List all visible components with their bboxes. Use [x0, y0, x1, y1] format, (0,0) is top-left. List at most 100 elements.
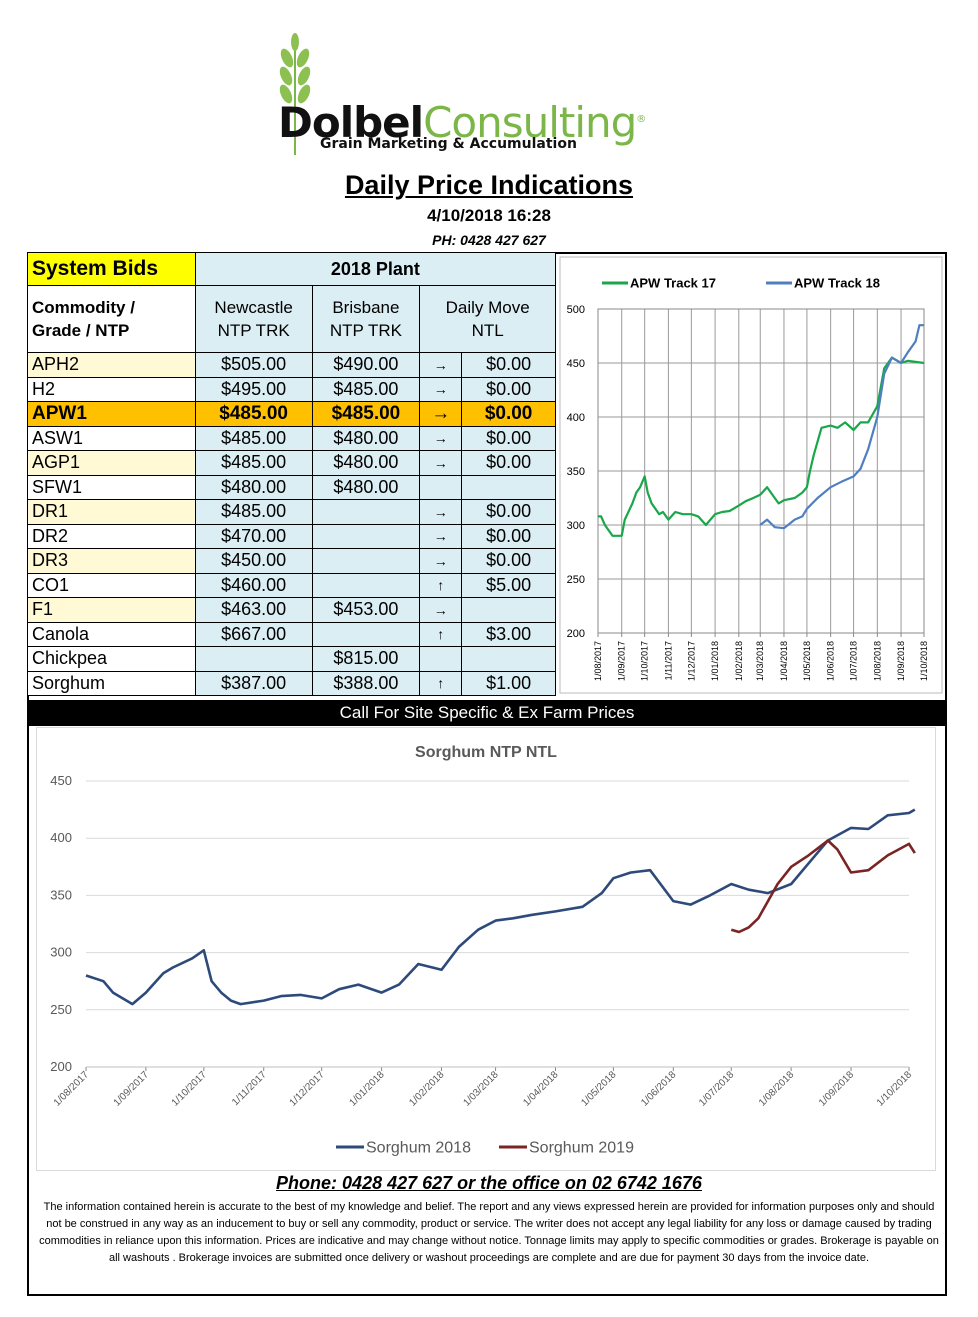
apw-chart-border [559, 256, 943, 694]
apw-track-chart: APW Track 17 APW Track 18 200 250 300 350 400… [559, 256, 943, 694]
footer-phone: Phone: 0428 427 627 or the office on 02 … [276, 1173, 702, 1193]
y-tick-label: 350 [567, 466, 585, 478]
y-tick-label: 500 [567, 304, 585, 316]
x-tick-label: 1/02/2018 [734, 641, 744, 681]
table-row: DR3 $450.00 → $0.00 [27, 548, 556, 574]
move-arrow-cell: → [419, 376, 463, 402]
move-arrow-cell: → [419, 450, 463, 476]
y-tick-label: 250 [50, 1002, 72, 1017]
table-row: ASW1 $485.00 $480.00 → $0.00 [27, 425, 556, 451]
brand-tagline: Grain Marketing & Accumulation [320, 136, 577, 152]
y-tick-label: 250 [567, 574, 585, 586]
brisbane-price-cell: $485.00 [311, 376, 421, 402]
x-tick-label: 1/08/2018 [872, 641, 882, 681]
brisbane-price-cell: $815.00 [311, 646, 421, 672]
newcastle-price-cell: $485.00 [194, 425, 313, 451]
y-tick-label: 300 [567, 520, 585, 532]
x-tick-label: 1/07/2018 [849, 641, 859, 681]
move-arrow-cell: → [419, 597, 463, 623]
x-tick-label: 1/06/2018 [826, 641, 836, 681]
legend-label: Sorghum 2019 [529, 1140, 634, 1157]
series-line-2 [759, 324, 924, 530]
table-row: AGP1 $485.00 $480.00 → $0.00 [27, 450, 556, 476]
daily-move-cell: $1.00 [461, 670, 556, 696]
grade-cell: Sorghum [27, 670, 196, 696]
newcastle-price-cell: $667.00 [194, 621, 313, 647]
grade-cell: APW1 [27, 401, 196, 427]
grade-cell: DR1 [27, 499, 196, 525]
x-tick-label: 1/10/2018 [919, 641, 929, 681]
table-row: H2 $495.00 $485.00 → $0.00 [27, 376, 556, 402]
daily-move-cell [461, 474, 556, 500]
grade-cell: APH2 [27, 352, 196, 378]
system-bids-label: System Bids [27, 252, 196, 286]
y-tick-label: 300 [50, 945, 72, 960]
daily-move-cell: $5.00 [461, 572, 556, 598]
brand-name: DolbelConsulting® [278, 98, 646, 147]
table-row: Chickpea $815.00 [27, 646, 556, 672]
brisbane-price-cell [311, 523, 421, 549]
daily-move-header: Daily Move NTL [419, 285, 556, 353]
daily-move-cell: $0.00 [461, 401, 556, 427]
call-for-prices-banner: Call For Site Specific & Ex Farm Prices [27, 700, 947, 726]
grade-cell: AGP1 [27, 450, 196, 476]
table-row: SFW1 $480.00 $480.00 [27, 474, 556, 500]
table-row: Canola $667.00 ↑ $3.00 [27, 621, 556, 647]
daily-move-cell [461, 646, 556, 672]
move-arrow-cell: → [419, 425, 463, 451]
grade-cell: DR3 [27, 548, 196, 574]
brisbane-price-cell: $388.00 [311, 670, 421, 696]
y-tick-label: 200 [567, 628, 585, 640]
page-title: Daily Price Indications [344, 170, 634, 200]
newcastle-price-cell: $387.00 [194, 670, 313, 696]
commodity-header: Commodity / Grade / NTP [27, 285, 196, 353]
daily-move-cell: $0.00 [461, 425, 556, 451]
wheat-icon [279, 33, 311, 155]
move-arrow-cell: → [419, 548, 463, 574]
sorghum-chart-border [36, 727, 936, 1171]
newcastle-header: Newcastle NTP TRK [194, 285, 313, 353]
move-arrow-cell: ↑ [419, 572, 463, 598]
x-tick-label: 1/09/2018 [896, 641, 906, 681]
legend-label: Sorghum 2018 [366, 1140, 471, 1157]
table-row: APH2 $505.00 $490.00 → $0.00 [27, 352, 556, 378]
newcastle-price-cell: $485.00 [194, 450, 313, 476]
sorghum-chart-title: Sorghum NTP NTL [415, 744, 557, 761]
grade-cell: DR2 [27, 523, 196, 549]
newcastle-price-cell: $485.00 [194, 499, 313, 525]
grade-cell: CO1 [27, 572, 196, 598]
move-arrow-cell: → [419, 401, 463, 427]
brisbane-price-cell: $480.00 [311, 474, 421, 500]
newcastle-price-cell: $495.00 [194, 376, 313, 402]
brisbane-price-cell: $480.00 [311, 450, 421, 476]
grade-cell: ASW1 [27, 425, 196, 451]
y-tick-label: 400 [50, 830, 72, 845]
move-arrow-cell: → [419, 523, 463, 549]
daily-move-cell: $0.00 [461, 376, 556, 402]
brisbane-price-cell: $490.00 [311, 352, 421, 378]
table-row: Sorghum $387.00 $388.00 ↑ $1.00 [27, 670, 556, 696]
y-tick-label: 450 [50, 773, 72, 788]
daily-move-cell: $0.00 [461, 523, 556, 549]
grade-cell: Chickpea [27, 646, 196, 672]
x-tick-label: 1/03/2018 [755, 641, 765, 681]
x-tick-label: 1/04/2018 [779, 641, 789, 681]
newcastle-price-cell: $485.00 [194, 401, 313, 427]
legend-label: APW Track 17 [630, 276, 716, 291]
disclaimer: The information contained herein is accu… [39, 1201, 939, 1264]
newcastle-price-cell: $480.00 [194, 474, 313, 500]
x-tick-label: 1/08/2017 [593, 641, 603, 681]
table-row: DR2 $470.00 → $0.00 [27, 523, 556, 549]
grade-cell: F1 [27, 597, 196, 623]
brisbane-price-cell [311, 499, 421, 525]
newcastle-price-cell: $505.00 [194, 352, 313, 378]
daily-move-cell: $3.00 [461, 621, 556, 647]
table-row: APW1 $485.00 $485.00 → $0.00 [27, 401, 556, 427]
brisbane-price-cell [311, 621, 421, 647]
grade-cell: SFW1 [27, 474, 196, 500]
daily-move-cell: $0.00 [461, 499, 556, 525]
table-row: DR1 $485.00 → $0.00 [27, 499, 556, 525]
daily-move-cell: $0.00 [461, 352, 556, 378]
price-table: System Bids 2018 Plant Commodity / Grade … [27, 252, 557, 696]
daily-move-cell: $0.00 [461, 548, 556, 574]
